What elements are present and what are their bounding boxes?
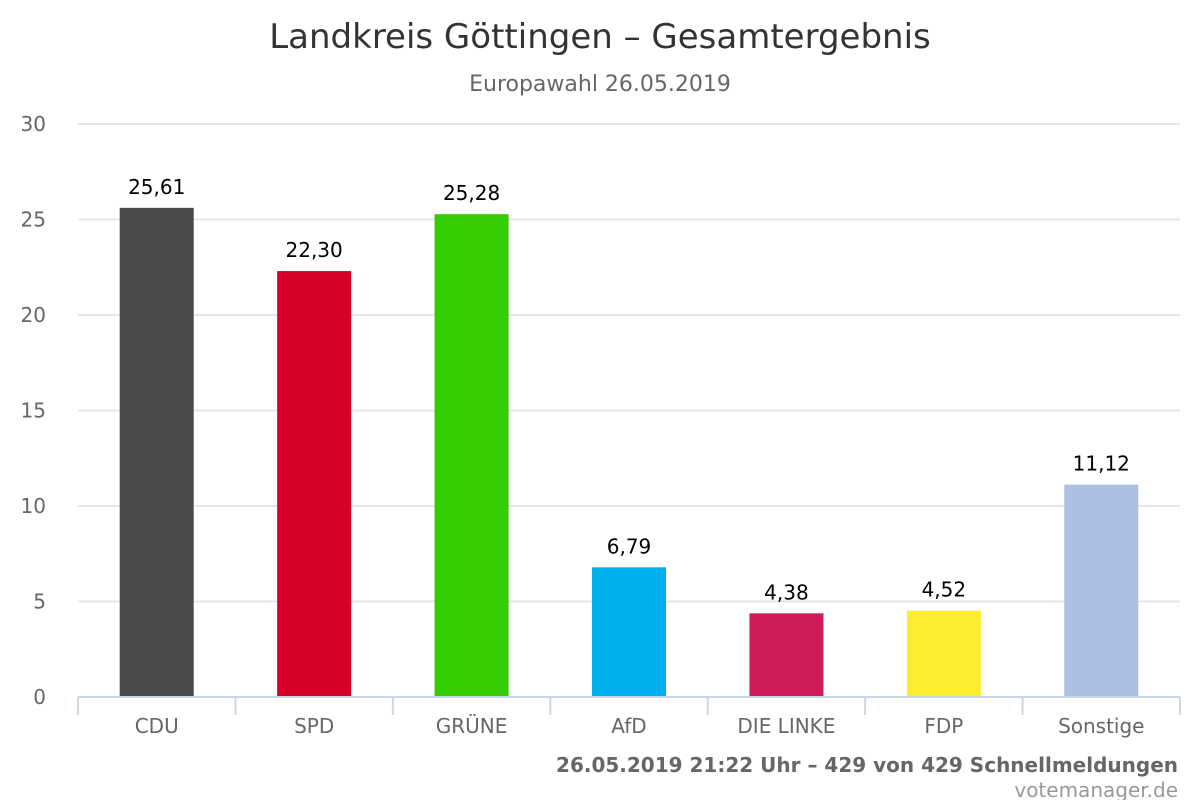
y-tick-label: 30 xyxy=(21,112,46,136)
bars xyxy=(119,207,1139,698)
data-label: 6,79 xyxy=(607,534,652,558)
y-tick-label: 20 xyxy=(21,303,46,327)
y-tick-label: 25 xyxy=(21,208,46,232)
source-link[interactable]: votemanager.de xyxy=(1014,778,1178,802)
x-tick-label: CDU xyxy=(135,714,179,738)
grid-lines xyxy=(78,123,1180,603)
x-tick-label: FDP xyxy=(924,714,963,738)
data-label: 4,52 xyxy=(922,578,967,602)
bar-spd[interactable] xyxy=(277,271,352,697)
bar-afd[interactable] xyxy=(592,567,666,697)
x-tick-label: Sonstige xyxy=(1058,714,1144,738)
bar-grüne[interactable] xyxy=(434,214,509,698)
bar-fdp[interactable] xyxy=(906,610,981,697)
data-label: 4,38 xyxy=(764,580,809,604)
x-tick-label: GRÜNE xyxy=(436,714,508,738)
credit-text: 26.05.2019 21:22 Uhr – 429 von 429 Schne… xyxy=(556,753,1178,777)
data-label: 25,61 xyxy=(128,175,185,199)
y-tick-label: 15 xyxy=(21,399,46,423)
data-label: 11,12 xyxy=(1073,452,1130,476)
y-tick-label: 10 xyxy=(21,494,46,518)
y-axis-ticks: 0 5 10 15 20 25 30 xyxy=(21,112,46,709)
x-tick-label: SPD xyxy=(294,714,334,738)
bar-sonstige[interactable] xyxy=(1064,484,1139,697)
chart-title: Landkreis Göttingen – Gesamtergebnis xyxy=(269,17,931,57)
x-tick-label: DIE LINKE xyxy=(737,714,835,738)
x-axis: CDU SPD GRÜNE AfD DIE LINKE FDP Sonstige xyxy=(77,696,1181,738)
bar-die-linke[interactable] xyxy=(749,613,824,697)
y-tick-label: 0 xyxy=(33,685,46,709)
y-tick-label: 5 xyxy=(33,590,46,614)
data-label: 22,30 xyxy=(286,238,343,262)
data-label: 25,28 xyxy=(443,181,500,205)
data-labels: 25,61 22,30 25,28 6,79 4,38 4,52 11,12 xyxy=(128,175,1130,604)
x-tick-label: AfD xyxy=(611,714,646,738)
chart-subtitle: Europawahl 26.05.2019 xyxy=(469,72,731,97)
bar-cdu[interactable] xyxy=(119,207,194,697)
